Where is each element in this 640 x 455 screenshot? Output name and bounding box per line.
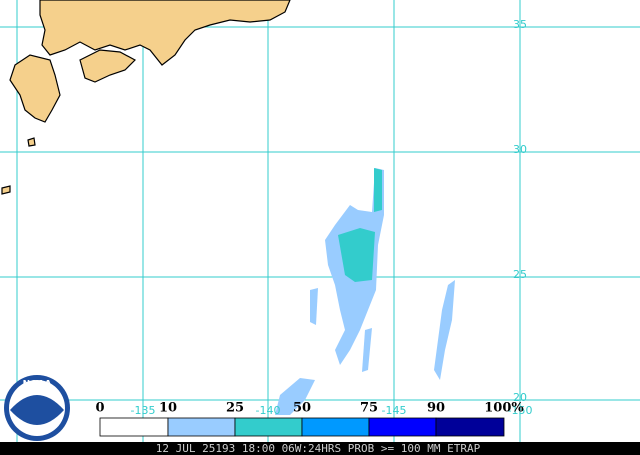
legend-label: 10	[159, 401, 177, 416]
legend-label: 0	[95, 401, 104, 416]
noaa-logo: NOAA	[4, 375, 70, 441]
legend-swatch	[368, 417, 437, 437]
lat-label: 35	[513, 18, 527, 31]
legend-swatch	[167, 417, 236, 437]
footer-bar	[0, 442, 640, 455]
legend-label: 100%	[484, 401, 524, 416]
legend-label: 75	[360, 401, 378, 416]
lon-label: -150	[508, 404, 533, 417]
lat-label: 20	[513, 391, 527, 404]
lon-label: -145	[382, 404, 407, 417]
legend-swatch	[99, 417, 169, 437]
rain-probability	[275, 168, 455, 415]
coordinate-labels: 35 30 25 20 -135 -140 -145 -150	[131, 18, 533, 417]
legend-swatch	[234, 417, 303, 437]
logo-text: NOAA	[23, 380, 52, 390]
lon-label: -135	[131, 404, 156, 417]
footer: 12 JUL 25193 18:00 06W:24HRS PROB >= 100…	[156, 442, 481, 455]
legend-label: 90	[427, 401, 445, 416]
legend-label: 50	[293, 401, 311, 416]
legend-swatch	[435, 417, 505, 437]
land	[1, 0, 291, 195]
legend-label: 25	[226, 401, 244, 416]
legend-swatch	[301, 417, 370, 437]
lon-label: -140	[256, 404, 281, 417]
legend: 0 10 25 50 75 90 100%	[95, 401, 524, 437]
lat-label: 25	[513, 268, 527, 281]
lat-label: 30	[513, 143, 527, 156]
